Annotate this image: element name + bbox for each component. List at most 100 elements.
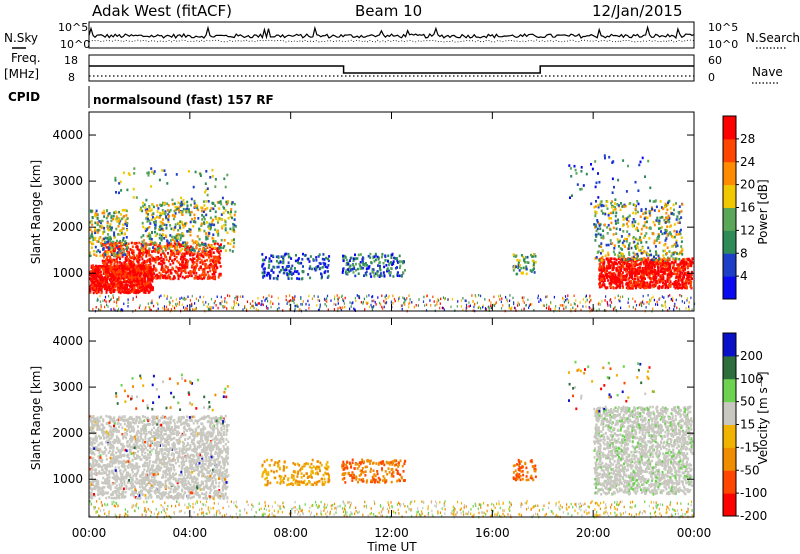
near-range-echo [661, 304, 663, 307]
power-echo [131, 251, 134, 255]
power-echo [361, 258, 364, 261]
power-echo [99, 236, 102, 239]
power-echo [633, 240, 636, 244]
near-range-echo [432, 295, 434, 299]
power-echo [190, 197, 193, 201]
power-echo [231, 216, 233, 220]
power-echo [531, 255, 534, 258]
power-echo [364, 262, 367, 265]
near-range-echo [371, 308, 373, 311]
power-echo [196, 264, 199, 267]
power-echo [667, 214, 670, 218]
power-echo [391, 263, 394, 266]
power-echo [638, 283, 641, 286]
power-echo [121, 268, 124, 272]
power-echo [188, 274, 191, 277]
power-echo [595, 229, 598, 233]
power-echo [344, 256, 347, 259]
power-echo [115, 269, 118, 272]
power-echo [201, 273, 203, 276]
power-echo [90, 266, 93, 269]
power-echo [92, 249, 95, 253]
power-echo [161, 218, 164, 221]
power-echo [180, 220, 183, 224]
power-echo [678, 257, 681, 261]
power-echo [617, 257, 620, 260]
power-echo [185, 275, 188, 278]
power-echo [170, 252, 173, 255]
power-echo [349, 269, 352, 272]
near-range-echo [175, 304, 177, 308]
power-echo [154, 241, 156, 245]
power-echo [161, 264, 164, 267]
power-echo [664, 231, 667, 234]
power-echo [206, 270, 209, 274]
power-echo [120, 281, 123, 284]
power-echo [680, 240, 683, 243]
power-echo [196, 277, 199, 280]
power-echo [593, 223, 596, 226]
power-echo [681, 266, 684, 270]
power-echo [277, 274, 279, 278]
power-echo [143, 290, 146, 293]
near-range-echo [601, 300, 603, 303]
power-echo [622, 230, 625, 233]
near-range-echo [319, 307, 321, 310]
power-echo [221, 196, 224, 200]
power-echo [512, 253, 515, 256]
power-echo [108, 270, 110, 274]
power-echo [607, 257, 610, 261]
power-echo [129, 262, 132, 266]
power-echo [208, 223, 211, 227]
power-echo [138, 255, 141, 258]
power-echo [196, 251, 199, 255]
power-echo [152, 242, 155, 245]
power-echo [136, 260, 139, 263]
power-echo [96, 284, 99, 288]
power-echo [681, 276, 684, 279]
power-echo [184, 245, 187, 249]
power-echo [182, 226, 185, 229]
power-echo [672, 251, 675, 255]
power-echo [144, 269, 147, 272]
near-range-echo [521, 296, 523, 299]
near-range-echo [121, 308, 123, 311]
power-echo [681, 253, 684, 256]
power-echo [659, 264, 662, 268]
power-echo [116, 242, 119, 246]
power-echo [120, 189, 123, 192]
near-range-echo [679, 294, 681, 297]
power-echo [111, 253, 113, 256]
power-echo [598, 224, 601, 227]
power-echo [136, 289, 139, 292]
power-echo [526, 261, 529, 264]
power-echo [679, 278, 681, 281]
power-echo [118, 289, 121, 292]
power-echo [227, 242, 230, 245]
power-echo [99, 278, 102, 281]
power-echo [660, 267, 663, 271]
power-echo [657, 286, 660, 290]
power-echo [626, 283, 629, 287]
power-echo [663, 218, 666, 222]
power-echo [301, 270, 304, 273]
power-echo [150, 286, 153, 290]
power-echo [352, 259, 355, 262]
power-echo [656, 237, 659, 240]
power-echo [668, 217, 671, 221]
power-echo [614, 214, 617, 218]
power-echo [120, 247, 123, 250]
power-echo [148, 219, 151, 222]
power-echo [122, 208, 125, 212]
power-echo [142, 225, 145, 229]
near-range-echo [450, 305, 452, 309]
power-echo [619, 239, 621, 243]
power-echo [142, 205, 145, 208]
near-range-echo [336, 294, 338, 297]
power-echo [176, 259, 179, 263]
power-echo [631, 285, 633, 288]
power-echo [659, 226, 662, 230]
near-range-echo [112, 296, 114, 299]
power-echo [93, 229, 96, 232]
power-echo [213, 223, 216, 227]
